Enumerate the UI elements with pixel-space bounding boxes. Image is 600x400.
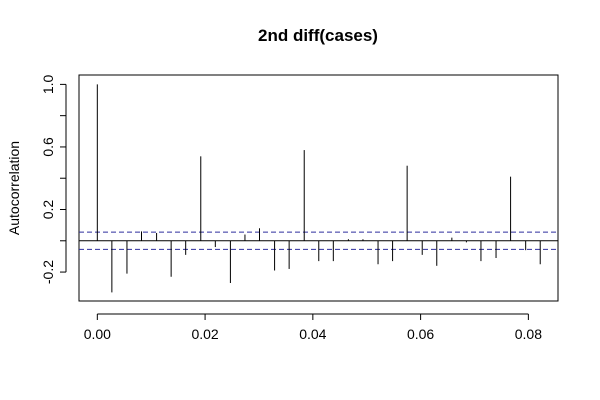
chart-title: 2nd diff(cases) <box>258 26 378 45</box>
x-tick-label: 0.04 <box>299 326 326 342</box>
x-tick-label: 0.08 <box>515 326 542 342</box>
plot-box <box>78 74 559 302</box>
x-tick-label: 0.02 <box>191 326 218 342</box>
y-tick-label: 0.2 <box>40 200 56 220</box>
y-tick-label: 1.0 <box>40 74 56 94</box>
y-tick-label: -0.2 <box>40 260 56 284</box>
x-tick-label: 0.06 <box>407 326 434 342</box>
x-axis: 0.00 0.02 0.04 0.06 0.08 <box>84 313 542 342</box>
x-tick-label: 0.00 <box>84 326 111 342</box>
y-axis-label: Autocorrelation <box>6 141 22 235</box>
y-tick-label: 0.6 <box>40 137 56 157</box>
acf-spikes <box>96 84 541 293</box>
y-axis: -0.2 0.2 0.6 1.0 <box>40 74 67 284</box>
